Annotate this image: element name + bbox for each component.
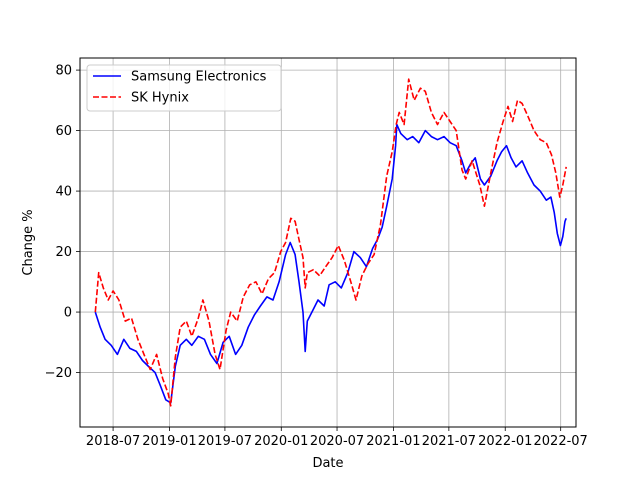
y-tick-label: 40 bbox=[55, 185, 72, 200]
x-tick-label: 2022-07 bbox=[534, 434, 588, 449]
x-tick-label: 2019-07 bbox=[198, 434, 252, 449]
plot-frame bbox=[79, 57, 577, 428]
grid-lines bbox=[80, 58, 576, 427]
x-tick-label: 2019-01 bbox=[142, 434, 196, 449]
series-line-sk-hynix bbox=[94, 78, 567, 407]
series-lines bbox=[94, 78, 567, 407]
series-line-samsung-electronics bbox=[94, 123, 567, 404]
legend-label-sk-hynix: SK Hynix bbox=[131, 91, 189, 106]
y-tick-label: 20 bbox=[55, 245, 72, 260]
legend: Samsung Electronics SK Hynix bbox=[86, 64, 282, 112]
y-tick-label: 0 bbox=[64, 306, 72, 321]
y-tick-label: 80 bbox=[55, 64, 72, 79]
x-tick-label: 2018-07 bbox=[86, 434, 140, 449]
x-tick-label: 2020-07 bbox=[310, 434, 364, 449]
x-tick-label: 2021-07 bbox=[422, 434, 476, 449]
y-axis-title: Change % bbox=[21, 209, 36, 275]
legend-label-samsung: Samsung Electronics bbox=[131, 70, 267, 85]
axis-ticks: 2018-07 2019-01 2019-07 2020-01 2020-07 2021-… bbox=[45, 64, 588, 449]
x-tick-label: 2021-01 bbox=[366, 434, 420, 449]
x-tick-label: 2022-01 bbox=[478, 434, 532, 449]
x-axis-title: Date bbox=[312, 456, 343, 471]
y-tick-label: 60 bbox=[55, 124, 72, 139]
y-tick-label: −20 bbox=[45, 366, 72, 381]
x-tick-label: 2020-01 bbox=[254, 434, 308, 449]
legend-box bbox=[86, 64, 282, 112]
